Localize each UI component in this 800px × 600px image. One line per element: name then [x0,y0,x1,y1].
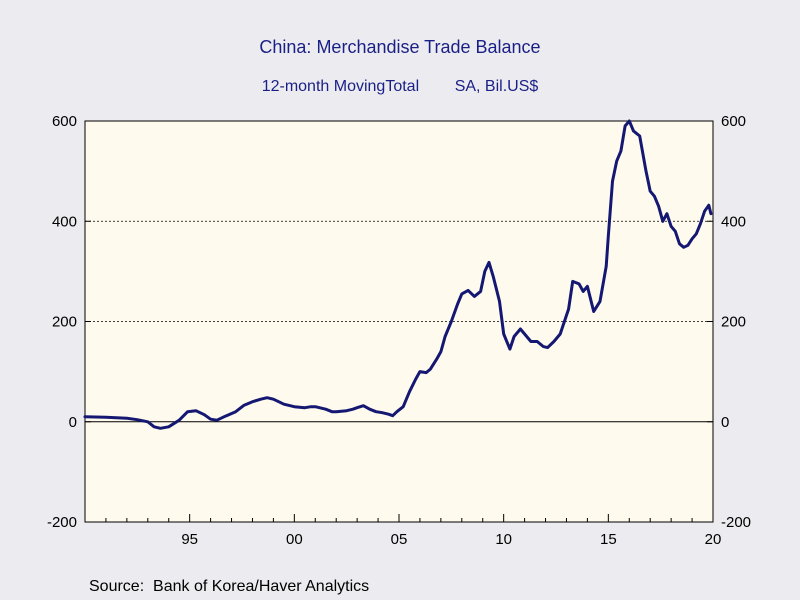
y-tick-label-left: 400 [52,213,77,230]
y-tick-label-left: 200 [52,314,77,331]
x-tick-label: 05 [391,531,408,548]
subtitle-left: 12-month MovingTotal [261,78,420,95]
series-line [83,119,713,430]
y-tick-label-left: 600 [52,113,77,130]
subtitle-right: SA, Bil.US$ [454,78,539,95]
y-tick-label-right: 200 [721,314,746,331]
y-tick-label-right: 0 [721,414,729,431]
x-tick-label: 15 [600,531,617,548]
x-tick-label: 95 [181,531,198,548]
x-tick-label: 10 [495,531,512,548]
y-tick-label-left: -200 [47,514,77,531]
chart-title: China: Merchandise Trade Balance [259,37,541,57]
chart-subtitle: 12-month MovingTotal SA, Bil.US$ [0,78,800,96]
y-tick-label-right: 400 [721,213,746,230]
source-note: Source: Bank of Korea/Haver Analytics [89,578,370,595]
y-tick-label-left: 0 [69,414,77,431]
y-tick-label-right: 600 [721,113,746,130]
grid [85,220,713,423]
ticks [84,120,714,523]
y-tick-label-right: -200 [721,514,751,531]
x-tick-label: 20 [705,531,722,548]
x-tick-label: 00 [286,531,303,548]
